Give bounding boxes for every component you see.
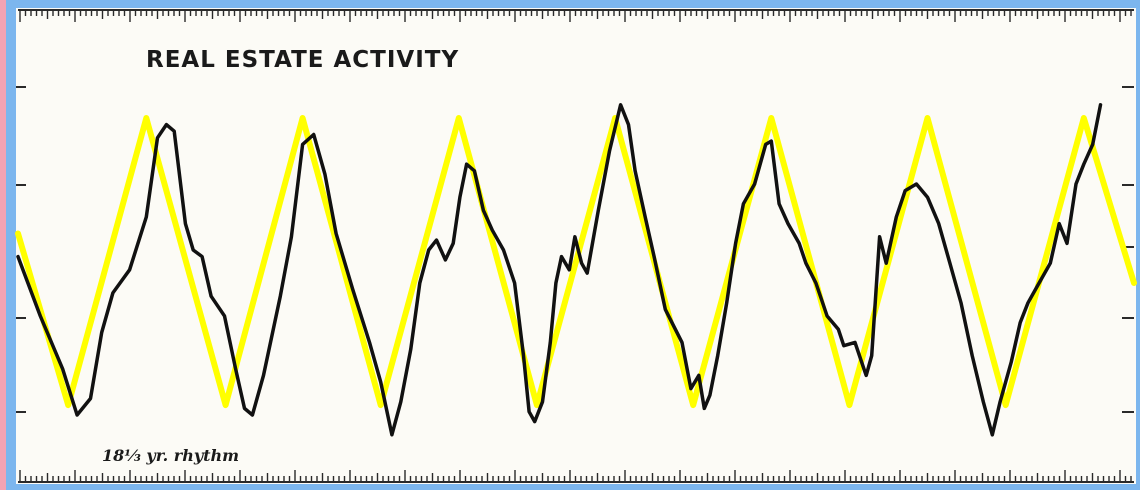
cycle-series-line xyxy=(15,115,1137,409)
rhythm-annotation: 18⅓ yr. rhythm xyxy=(102,446,239,465)
chart-title: REAL ESTATE ACTIVITY xyxy=(146,47,459,73)
activity-series-line xyxy=(16,103,1103,437)
chart: REAL ESTATE ACTIVITY 18⅓ yr. rhythm xyxy=(15,8,1137,484)
left-tick-marks xyxy=(16,86,26,413)
bottom-tick-ruler xyxy=(18,470,1134,483)
top-tick-ruler xyxy=(18,9,1134,22)
chart-frame: REAL ESTATE ACTIVITY 18⅓ yr. rhythm xyxy=(6,0,1140,490)
